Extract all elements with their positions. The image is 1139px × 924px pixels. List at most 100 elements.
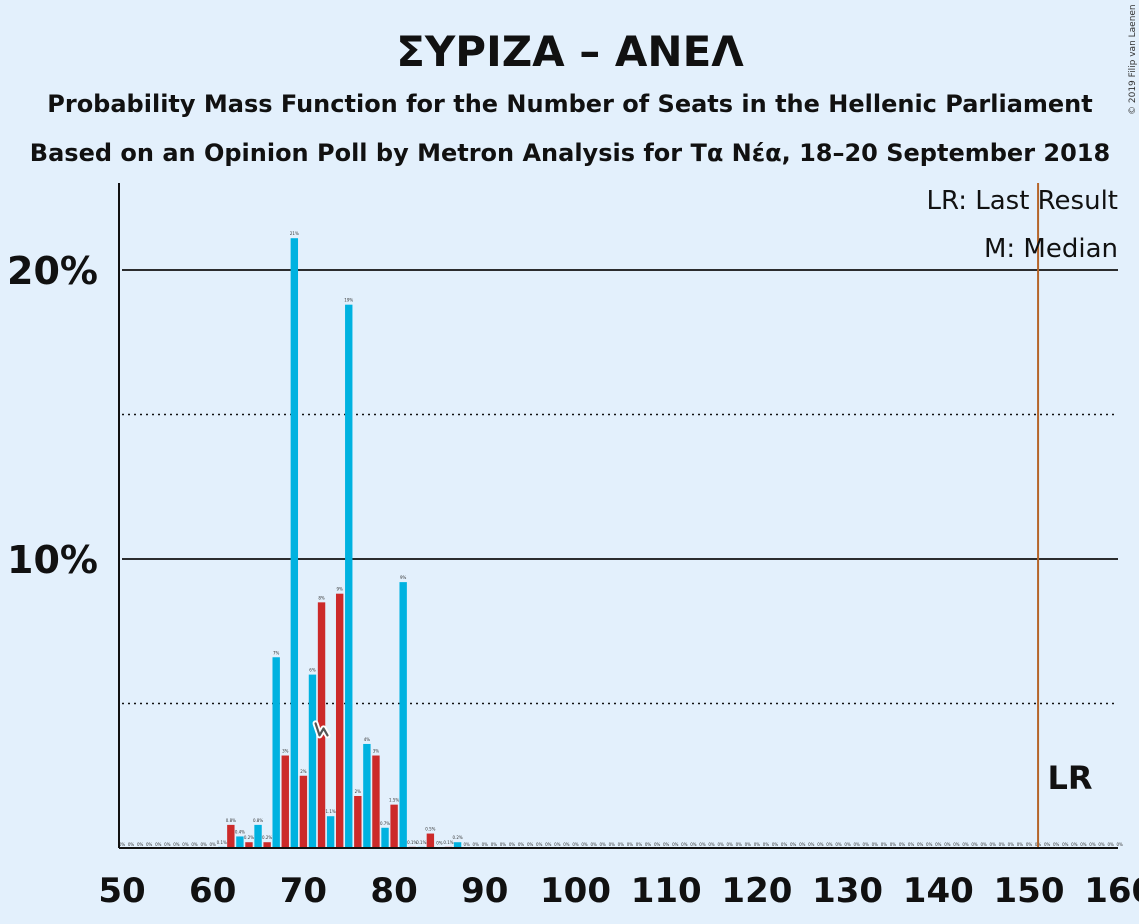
bar-value-label: 0% — [699, 842, 706, 847]
bar-value-label: 0% — [890, 842, 897, 847]
bar-value-label: 19% — [344, 298, 353, 303]
bar-value-label: 0% — [527, 842, 534, 847]
bar-value-label: 0% — [1080, 842, 1087, 847]
bar-value-label: 0% — [999, 842, 1006, 847]
bar — [272, 657, 280, 848]
bar-labels: 0.1%0.8%0.4%0.2%0.8%0.2%7%3%21%2%6%8%1.1… — [119, 231, 1123, 847]
bar-value-label: 1.1% — [326, 809, 336, 814]
bar-value-label: 0% — [763, 842, 770, 847]
lr-marker-label: LR — [1047, 759, 1092, 797]
bar-value-label: 0% — [872, 842, 879, 847]
bar-value-label: 0.1% — [407, 840, 417, 845]
x-tick-label: 60 — [189, 871, 236, 911]
bar-value-label: 0% — [627, 842, 634, 847]
bar-value-label: 0% — [672, 842, 679, 847]
bar — [399, 582, 407, 848]
legend-last-result: LR: Last Result — [926, 186, 1118, 216]
bar-value-label: 0% — [482, 842, 489, 847]
bar-value-label: 0% — [1017, 842, 1024, 847]
bar — [245, 842, 253, 848]
bar — [390, 804, 398, 848]
bar-value-label: 0.1% — [217, 840, 227, 845]
bar-value-label: 0% — [971, 842, 978, 847]
bar-value-label: 0.2% — [262, 835, 272, 840]
bar-value-label: 0% — [491, 842, 498, 847]
bar-value-label: 0% — [899, 842, 906, 847]
bar-value-label: 0% — [500, 842, 507, 847]
bar-value-label: 0% — [926, 842, 933, 847]
bar-value-label: 0.1% — [443, 840, 453, 845]
bar-value-label: 0% — [554, 842, 561, 847]
bar-value-label: 0% — [781, 842, 788, 847]
bar-value-label: 0% — [881, 842, 888, 847]
bar-value-label: 0% — [1008, 842, 1015, 847]
axes — [118, 183, 1118, 849]
bar-value-label: 0.1% — [416, 840, 426, 845]
bar — [227, 824, 235, 848]
bar-value-label: 0% — [835, 842, 842, 847]
bar — [335, 593, 344, 848]
bar-value-label: 7% — [273, 650, 280, 655]
bar-value-label: 0% — [191, 842, 198, 847]
bar-value-label: 0% — [509, 842, 516, 847]
bar-value-label: 9% — [400, 575, 407, 580]
bar-value-label: 9% — [337, 587, 344, 592]
bar-value-label: 0.4% — [235, 829, 245, 834]
bar-value-label: 0.8% — [226, 818, 236, 823]
bar — [317, 602, 326, 848]
bar-value-label: 0% — [980, 842, 987, 847]
bar-value-label: 0% — [844, 842, 851, 847]
x-tick-label: 110 — [631, 871, 702, 911]
bar-value-label: 0% — [663, 842, 670, 847]
x-tick-label: 70 — [280, 871, 327, 911]
bar-value-label: 0% — [944, 842, 951, 847]
x-tick-label: 90 — [461, 871, 508, 911]
bar-value-label: 0% — [853, 842, 860, 847]
bar-value-label: 0% — [1053, 842, 1060, 847]
x-tick-label: 80 — [370, 871, 417, 911]
bar-value-label: 0% — [790, 842, 797, 847]
gridlines — [122, 269, 1118, 705]
bar-value-label: 0% — [799, 842, 806, 847]
bar — [363, 743, 371, 848]
bar — [290, 238, 299, 848]
x-tick-label: 150 — [994, 871, 1065, 911]
x-tick-label: 120 — [721, 871, 792, 911]
bar-value-label: 0% — [808, 842, 815, 847]
bar-value-label: 0% — [772, 842, 779, 847]
bar — [345, 304, 353, 848]
bar-value-label: 1.5% — [389, 798, 399, 803]
bar-value-label: 0% — [182, 842, 189, 847]
bar — [453, 842, 462, 848]
bar-value-label: 0% — [962, 842, 969, 847]
bar-value-label: 0.5% — [425, 827, 435, 832]
x-tick-label: 160 — [1084, 871, 1139, 911]
bar-value-label: 0.8% — [253, 818, 263, 823]
bar-value-label: 0% — [1098, 842, 1105, 847]
bar-value-label: 0% — [863, 842, 870, 847]
bar-value-label: 2% — [355, 789, 362, 794]
bar — [372, 755, 380, 848]
bar-value-label: 0% — [717, 842, 724, 847]
bar — [236, 836, 244, 848]
bar-value-label: 0% — [1117, 842, 1124, 847]
bar-value-label: 0% — [826, 842, 833, 847]
bar-value-label: 0% — [173, 842, 180, 847]
bar-value-label: 0% — [953, 842, 960, 847]
bar-value-label: 0% — [463, 842, 470, 847]
bar-value-label: 0.7% — [380, 821, 390, 826]
bar-value-label: 0% — [1107, 842, 1114, 847]
bar-value-label: 0% — [727, 842, 734, 847]
bars — [218, 238, 462, 849]
bar — [354, 795, 362, 848]
bar-value-label: 0% — [590, 842, 597, 847]
bar-value-label: 0% — [917, 842, 924, 847]
chart-source: Based on an Opinion Poll by Metron Analy… — [30, 139, 1110, 167]
bar-value-label: 0% — [645, 842, 652, 847]
bar-value-label: 0% — [119, 842, 126, 847]
bar-value-label: 0% — [1062, 842, 1069, 847]
y-tick-label: 20% — [7, 249, 98, 293]
bar-value-label: 0% — [563, 842, 570, 847]
bar-value-label: 0% — [146, 842, 153, 847]
